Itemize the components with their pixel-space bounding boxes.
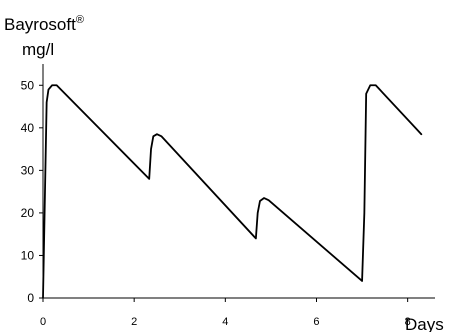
y-tick-label: 0: [27, 291, 34, 305]
chart-title-text: Bayrosoft: [4, 15, 76, 34]
y-tick-label: 30: [21, 163, 35, 177]
y-axis-unit-label: mg/l: [22, 40, 54, 59]
y-axis-ticks: 0 10 20 30 40 50: [21, 78, 43, 305]
concentration-line: [42, 84, 423, 299]
y-tick-label: 20: [21, 206, 35, 220]
x-tick-label: 0: [40, 316, 46, 328]
y-tick-label: 10: [21, 248, 35, 262]
y-tick-label: 50: [21, 78, 35, 92]
y-tick-label: 40: [21, 121, 35, 135]
registered-mark: ®: [76, 14, 84, 26]
x-tick-label: 4: [222, 316, 228, 328]
x-axis-label: Days: [405, 315, 444, 332]
x-tick-label: 2: [131, 316, 137, 328]
chart-title: Bayrosoft®: [4, 14, 84, 34]
x-axis-ticks: 0 2 4 6 8: [40, 298, 411, 328]
x-tick-label: 8: [405, 316, 411, 328]
series-group: [42, 84, 423, 299]
x-tick-label: 6: [313, 316, 319, 328]
